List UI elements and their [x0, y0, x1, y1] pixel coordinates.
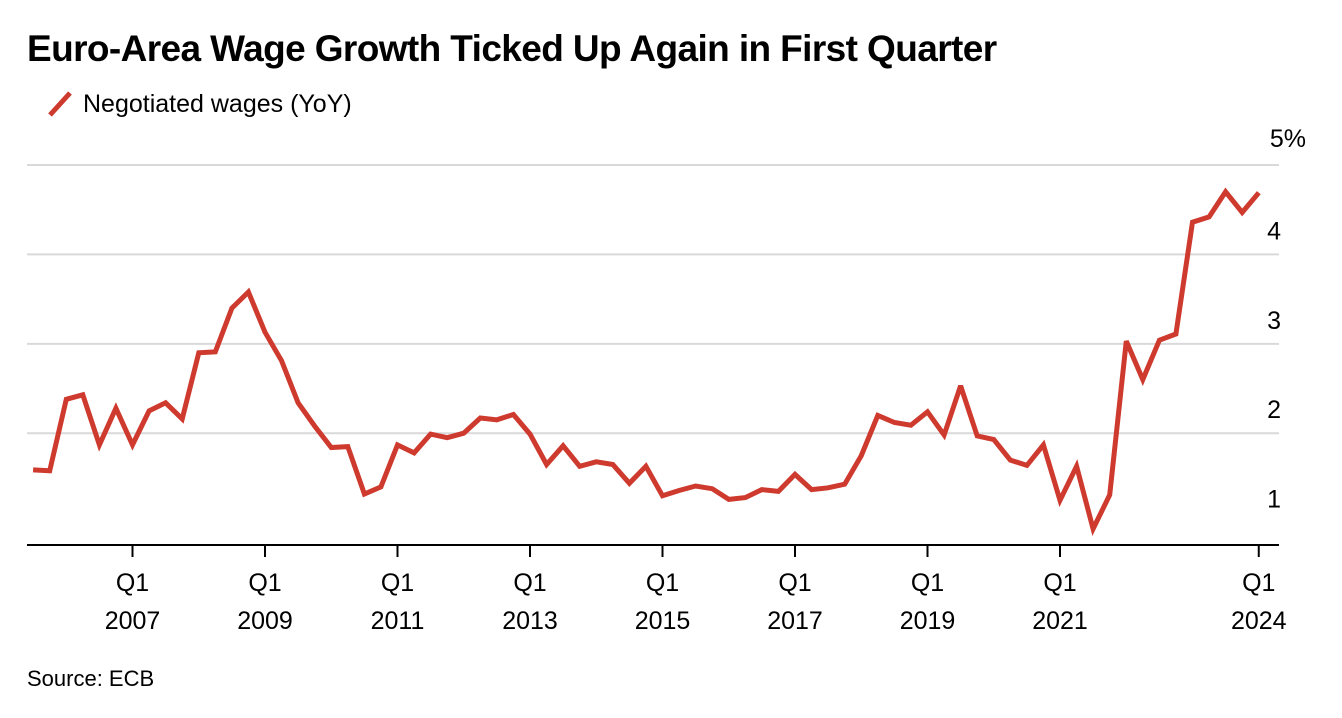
y-tick-label-4: 4 — [1267, 217, 1281, 245]
gridlines — [27, 164, 1279, 435]
series-line-negotiated-wages — [32, 187, 1261, 537]
x-tick-label-quarter-2015: Q1 — [646, 569, 679, 597]
y-tick-label-2: 2 — [1267, 396, 1281, 424]
series-layer — [32, 187, 1261, 537]
x-tick-label-year-2011: 2011 — [371, 607, 425, 635]
x-tick-label-quarter-2013: Q1 — [513, 569, 546, 597]
x-axis-labels: Q1 2007 Q1 2009 Q1 2011 Q1 2013 Q1 2015 Q1 2017 Q1 20… — [105, 569, 1287, 635]
x-tick-label-year-2017: 2017 — [767, 607, 823, 635]
legend: Negotiated wages (YoY) — [47, 88, 352, 120]
x-tick-label-year-2009: 2009 — [237, 607, 293, 635]
x-tick-label-year-2015: 2015 — [635, 607, 691, 635]
y-tick-label-1: 1 — [1267, 486, 1281, 514]
source-note: Source: ECB — [27, 666, 155, 691]
y-tick-label-5: 5% — [1270, 125, 1306, 153]
x-tick-label-year-2024: 2024 — [1231, 607, 1287, 635]
y-tick-label-3: 3 — [1267, 307, 1281, 335]
legend-line-icon — [48, 91, 72, 117]
x-tick-label-quarter-2009: Q1 — [248, 569, 281, 597]
x-tick-label-quarter-2007: Q1 — [116, 569, 149, 597]
x-tick-label-quarter-2021: Q1 — [1043, 569, 1076, 597]
x-tick-label-quarter-2019: Q1 — [911, 569, 944, 597]
x-tick-label-quarter-2017: Q1 — [778, 569, 811, 597]
x-tick-label-quarter-2011: Q1 — [381, 569, 414, 597]
chart-title: Euro-Area Wage Growth Ticked Up Again in… — [27, 28, 997, 69]
x-tick-label-year-2007: 2007 — [105, 607, 161, 635]
x-tick-label-quarter-2024: Q1 — [1242, 569, 1275, 597]
x-axis — [27, 544, 1279, 557]
x-tick-label-year-2013: 2013 — [502, 607, 558, 635]
y-axis-labels: 5% 4 3 2 1 — [1267, 125, 1306, 514]
x-tick-label-year-2019: 2019 — [900, 607, 956, 635]
x-tick-label-year-2021: 2021 — [1032, 607, 1088, 635]
legend-label-negotiated-wages: Negotiated wages (YoY) — [83, 89, 352, 118]
